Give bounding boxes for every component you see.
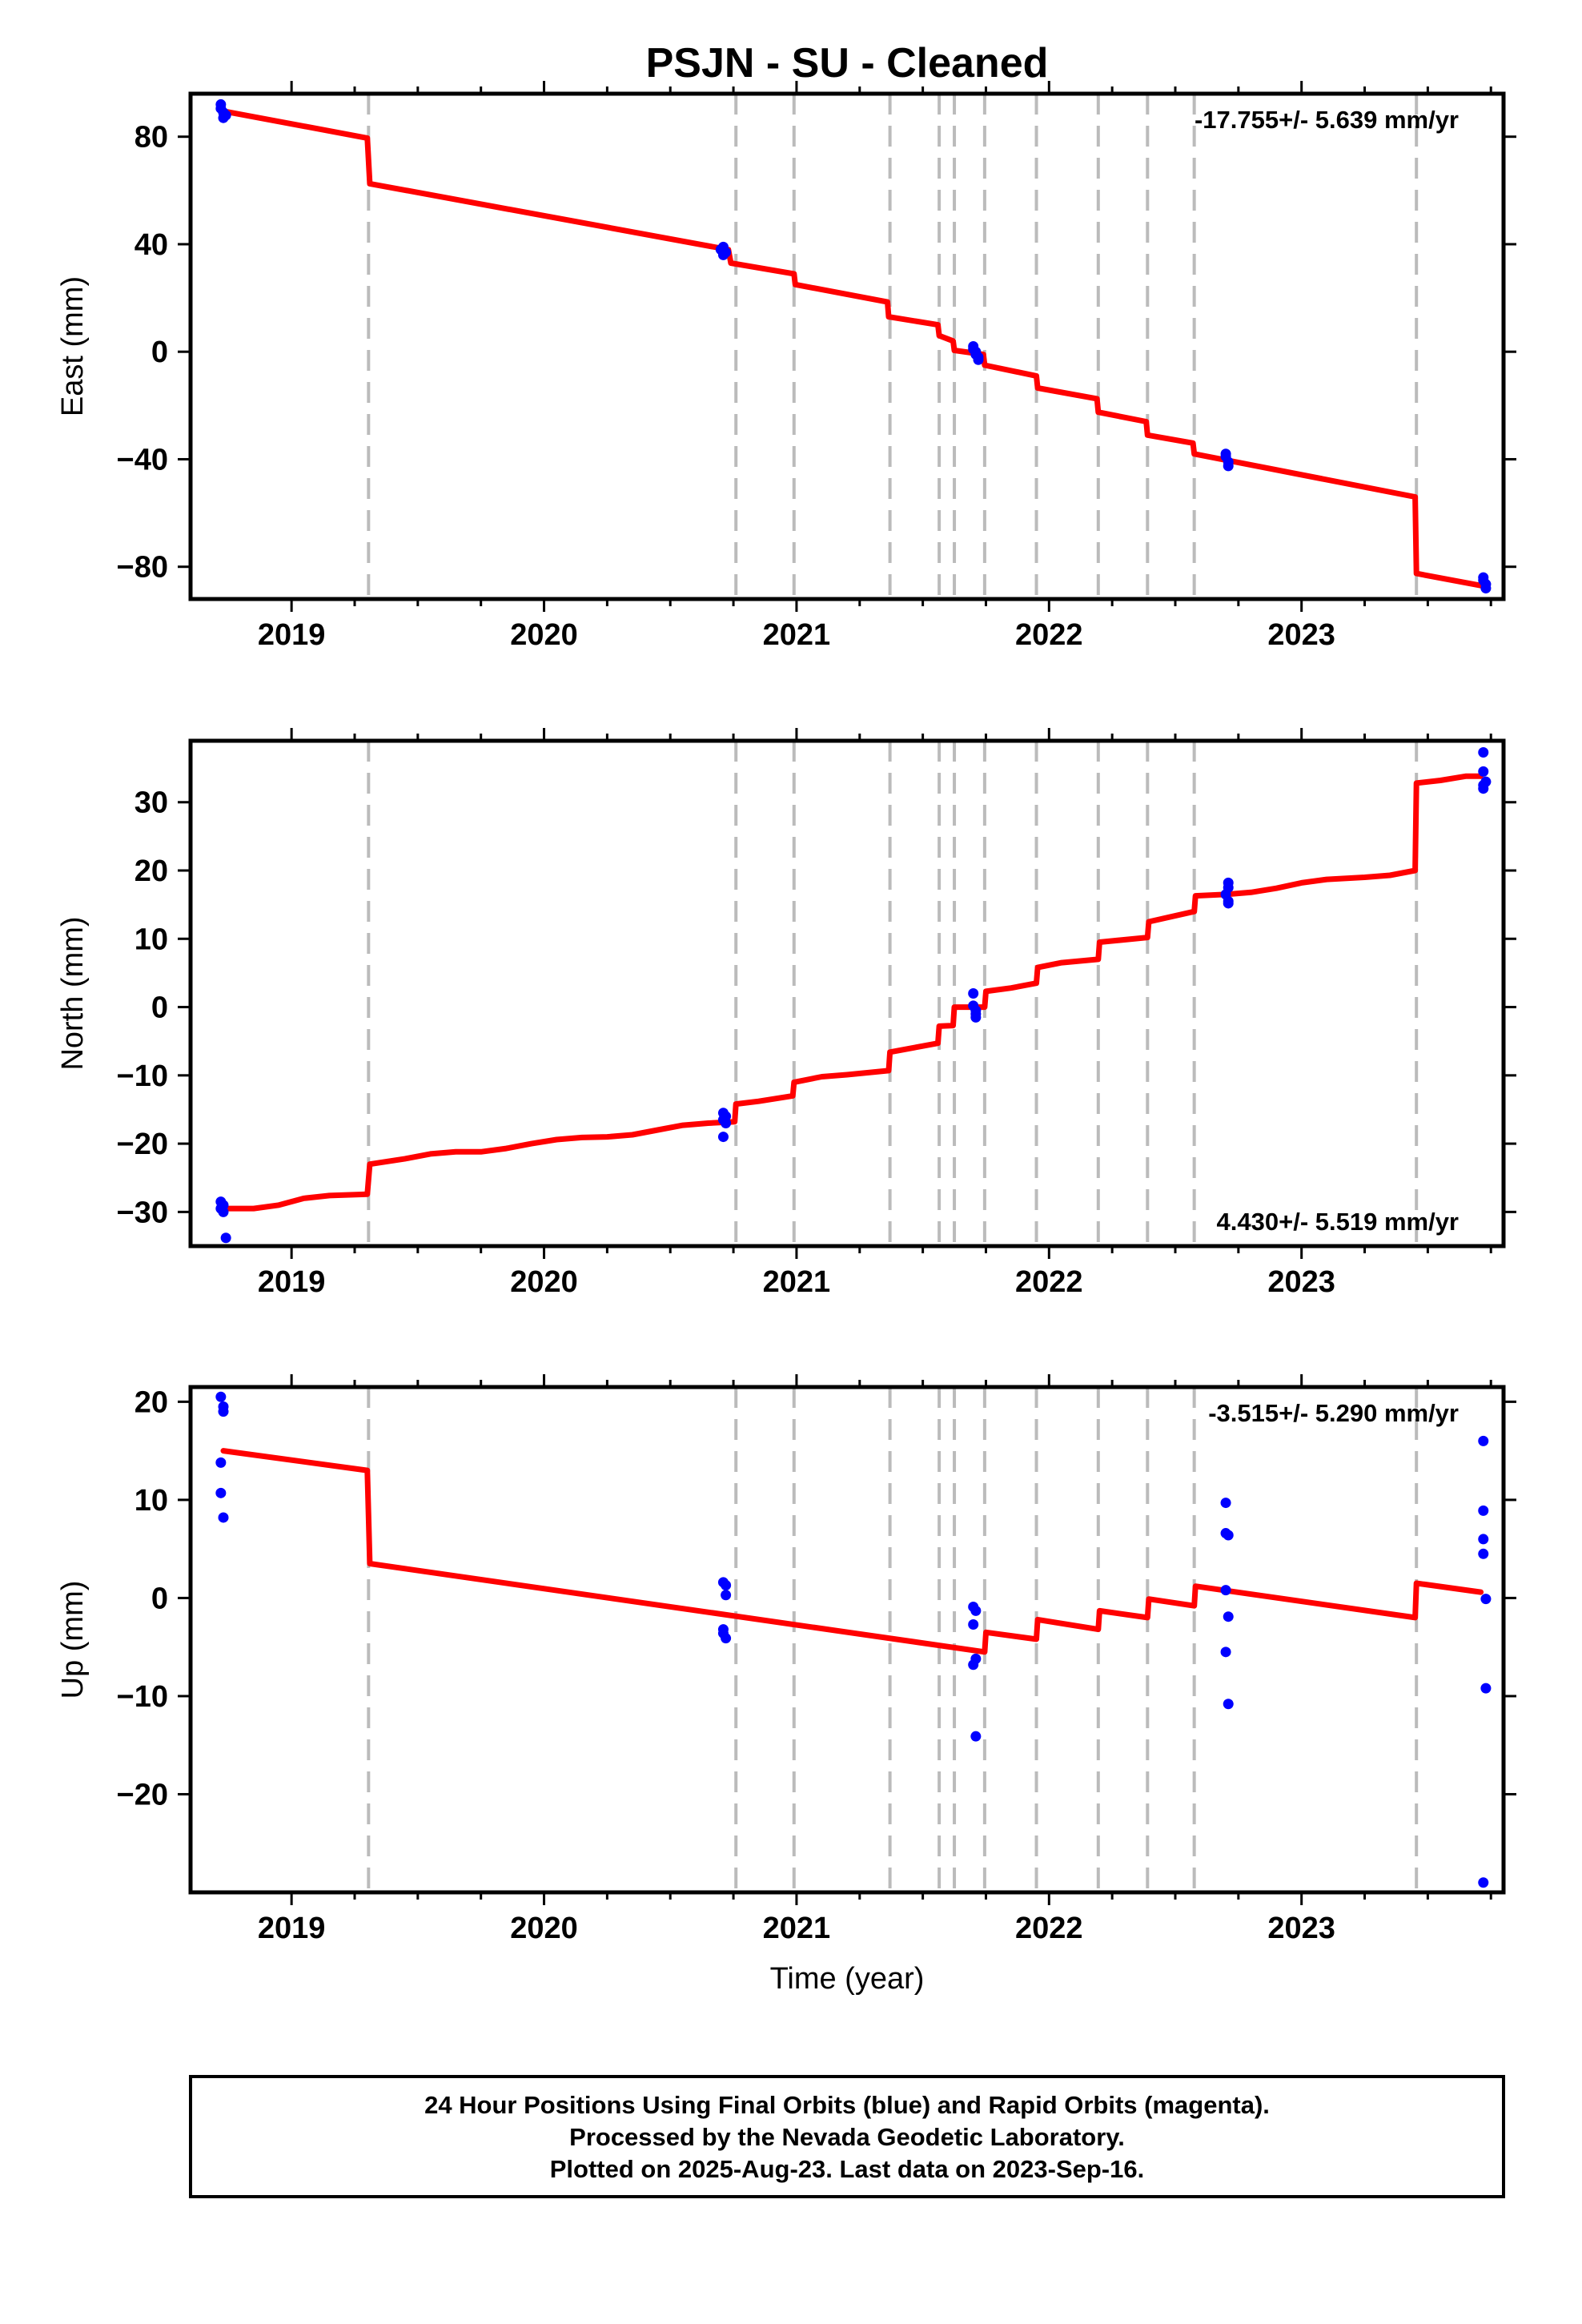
data-point [973,354,984,365]
x-tick-label: 2022 [1015,618,1083,652]
data-point [1478,1505,1489,1516]
x-tick-label: 2022 [1015,1912,1083,1945]
data-point [1478,766,1489,777]
data-point [1478,783,1489,794]
y-tick-label: 0 [151,1582,168,1615]
footer-line-3: Plotted on 2025-Aug-23. Last data on 202… [550,2155,1144,2183]
y-tick-label: −20 [117,1778,168,1811]
x-tick-label: 2021 [763,1912,831,1945]
data-point [1220,1498,1231,1509]
x-tick-label: 2023 [1267,618,1335,652]
data-point [220,1232,231,1244]
rate-annotation-up: -3.515+/- 5.290 mm/yr [1208,1399,1459,1427]
y-tick-label: 0 [151,991,168,1025]
y-tick-label: 10 [135,1484,168,1518]
data-point [1478,746,1489,758]
data-point [218,1206,229,1217]
data-point [1478,1877,1489,1888]
data-point [970,1731,982,1742]
data-point [721,1118,732,1129]
x-tick-label: 2020 [510,1912,578,1945]
data-point [1223,1611,1234,1622]
x-tick-label: 2023 [1267,1265,1335,1299]
panel-north: 2019 2020 2021 2022 2023 30 20 10 0 −10 −20 −30 Nort… [56,728,1516,1299]
x-tick-label: 2021 [763,1265,831,1299]
x-tick-label: 2020 [510,618,578,652]
data-point [1220,1585,1231,1596]
data-point [721,1633,732,1644]
plot-area-north [191,741,1504,1246]
model-series-east [220,108,1484,589]
model-series-up [220,1448,1484,1655]
data-point [218,112,229,123]
data-point [1478,1548,1489,1559]
data-point [215,1391,227,1402]
y-tick-label: 0 [151,336,168,369]
y-tick-label: 40 [135,228,168,262]
data-point [1223,898,1234,909]
y-tick-label: −30 [117,1196,168,1229]
x-tick-label: 2021 [763,618,831,652]
x-tick-label: 2020 [510,1265,578,1299]
y-tick-label: −40 [117,443,168,476]
y-tick-label: −20 [117,1128,168,1161]
data-point [1223,460,1234,472]
data-point [215,1457,227,1468]
data-point [1480,1683,1492,1694]
data-point [218,1512,229,1523]
data-point [1223,1699,1234,1710]
y-tick-label: −10 [117,1680,168,1714]
plot-frame-east [188,91,1506,601]
y-axis-label-up: Up (mm) [56,1581,90,1699]
rate-annotation-north: 4.430+/- 5.519 mm/yr [1217,1208,1459,1236]
data-point [1478,1534,1489,1545]
data-point [721,1579,732,1590]
y-tick-label: 20 [135,854,168,888]
data-point [215,1487,227,1498]
footer-frame [189,2075,1505,2198]
rate-annotation-east: -17.755+/- 5.639 mm/yr [1195,106,1459,134]
panel-east: 2019 2020 2021 2022 2023 80 40 0 −40 −80 East (mm)… [56,81,1516,652]
y-tick-label: −80 [117,551,168,585]
data-point [970,1605,982,1616]
y-axis-label-north: North (mm) [56,916,90,1070]
plot-frame-north [188,738,1506,1248]
data-point [1480,1594,1492,1605]
plot-frame-up [188,1385,1506,1895]
data-point [970,1011,982,1023]
data-point [717,249,729,260]
plot-area-east [191,94,1504,599]
model-series-north [220,773,1484,1212]
x-tick-label: 2022 [1015,1265,1083,1299]
y-tick-label: 10 [135,923,168,956]
footer-line-2: Processed by the Nevada Geodetic Laborat… [569,2123,1125,2151]
data-point [1220,1647,1231,1658]
data-point [1478,1435,1489,1446]
footer-box: 24 Hour Positions Using Final Orbits (bl… [189,2075,1505,2198]
data-point [218,1406,229,1417]
data-point [1480,583,1492,594]
data-point [968,1619,979,1630]
y-tick-label: −10 [117,1059,168,1093]
plot-area-up [191,1387,1504,1892]
x-axis-label: Time (year) [770,1962,925,1996]
data-point [1223,1530,1234,1541]
data-point [968,988,979,999]
data-point [721,1590,732,1601]
x-tick-label: 2019 [258,1912,326,1945]
y-tick-label: 30 [135,786,168,820]
y-tick-label: 80 [135,121,168,155]
x-tick-label: 2019 [258,618,326,652]
chart-title: PSJN - SU - Cleaned [646,40,1049,86]
data-point [968,1659,979,1671]
panel-up: 2019 2020 2021 2022 2023 20 10 0 −10 −20 Up (mm) -3… [56,1374,1516,1945]
data-point [717,1132,729,1143]
y-tick-label: 20 [135,1385,168,1419]
x-tick-label: 2019 [258,1265,326,1299]
x-tick-label: 2023 [1267,1912,1335,1945]
footer-line-1: 24 Hour Positions Using Final Orbits (bl… [424,2091,1270,2119]
y-axis-label-east: East (mm) [56,276,90,416]
